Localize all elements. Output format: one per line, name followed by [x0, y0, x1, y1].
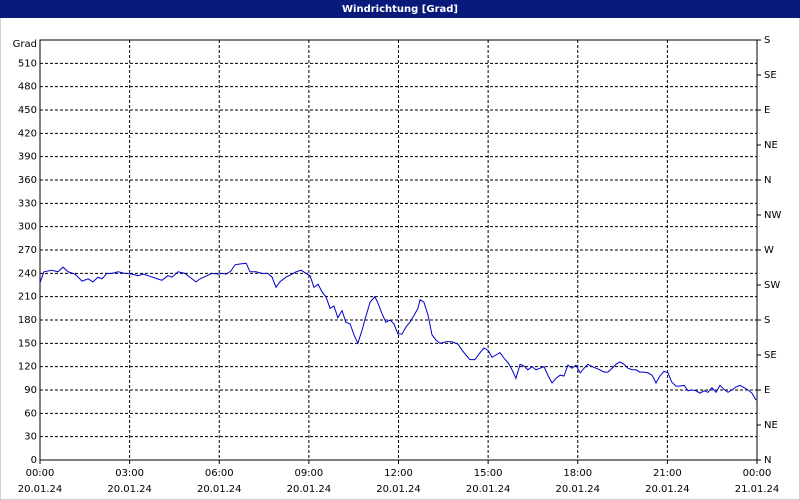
y-tick-label: 390: [18, 152, 37, 163]
y-tick-label: 270: [18, 245, 37, 256]
y-tick-label: 60: [24, 408, 37, 419]
y2-tick-label: E: [764, 105, 770, 116]
x-tick-date: 20.01.24: [555, 484, 600, 495]
y-axis-label: Grad: [13, 39, 37, 50]
title-bar: [0, 0, 800, 18]
x-tick-date: 21.01.24: [735, 484, 780, 495]
y-tick-label: 360: [18, 175, 37, 186]
y2-tick-label: N: [764, 175, 771, 186]
x-tick-date: 20.01.24: [18, 484, 63, 495]
y-tick-label: 240: [18, 268, 37, 279]
y-tick-label: 90: [24, 385, 37, 396]
y2-tick-label: NW: [764, 210, 781, 221]
y2-tick-label: SW: [764, 280, 780, 291]
y2-tick-label: N: [764, 455, 771, 466]
y-tick-label: 210: [18, 292, 37, 303]
y-tick-label: 30: [24, 432, 37, 443]
x-tick-label: 00:00: [26, 468, 55, 479]
y-tick-label: 150: [18, 338, 37, 349]
y2-tick-label: NE: [764, 420, 778, 431]
y2-tick-label: SE: [764, 350, 777, 361]
x-tick-label: 03:00: [115, 468, 144, 479]
y-tick-label: 480: [18, 82, 37, 93]
y-tick-label: 420: [18, 128, 37, 139]
y2-tick-label: W: [764, 245, 774, 256]
y-tick-label: 450: [18, 105, 37, 116]
y-tick-label: 510: [18, 58, 37, 69]
x-tick-label: 12:00: [384, 468, 413, 479]
x-tick-label: 09:00: [294, 468, 323, 479]
x-tick-label: 21:00: [653, 468, 682, 479]
x-tick-label: 00:00: [743, 468, 772, 479]
x-tick-date: 20.01.24: [376, 484, 421, 495]
y-tick-label: 300: [18, 222, 37, 233]
x-tick-label: 18:00: [563, 468, 592, 479]
y-tick-label: 0: [31, 455, 37, 466]
x-tick-date: 20.01.24: [107, 484, 152, 495]
y2-tick-label: S: [764, 315, 770, 326]
y-tick-label: 330: [18, 198, 37, 209]
plot-border: [39, 39, 758, 461]
y-tick-label: 120: [18, 362, 37, 373]
x-tick-date: 20.01.24: [466, 484, 511, 495]
y2-tick-label: S: [764, 35, 770, 46]
y2-tick-label: E: [764, 385, 770, 396]
x-tick-date: 20.01.24: [287, 484, 332, 495]
x-tick-date: 20.01.24: [645, 484, 690, 495]
y2-tick-label: NE: [764, 140, 778, 151]
data-line: [39, 262, 757, 401]
chart-title: Windrichtung [Grad]: [342, 4, 458, 15]
y-tick-label: 180: [18, 315, 37, 326]
y2-tick-label: SE: [764, 70, 777, 81]
x-tick-label: 15:00: [474, 468, 503, 479]
x-tick-date: 20.01.24: [197, 484, 242, 495]
x-tick-label: 06:00: [205, 468, 234, 479]
